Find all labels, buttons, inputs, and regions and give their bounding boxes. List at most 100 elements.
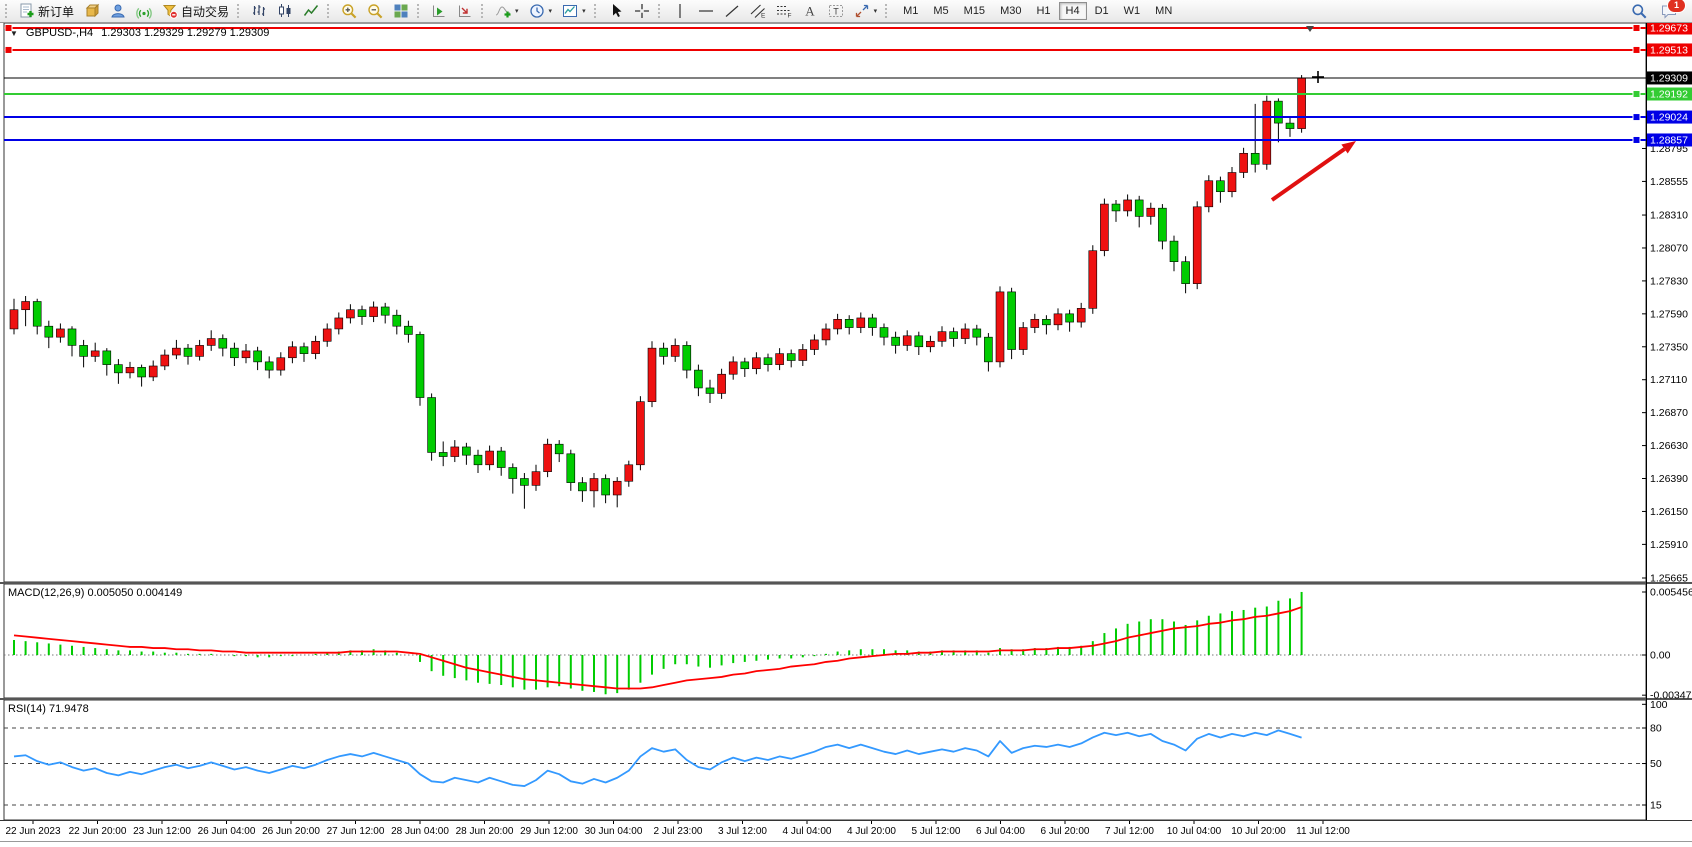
candle-body [404,325,413,335]
candle-body [1285,122,1295,129]
candle-body [264,361,274,371]
new-order-button[interactable]: 新订单 [15,1,78,21]
candle-body [670,345,680,357]
profile-button[interactable] [106,1,130,21]
red-arrow-head[interactable] [1341,141,1356,154]
time-tick-label: 3 Jul 12:00 [718,826,767,837]
candle-body [206,338,216,346]
time-tick-label: 2 Jul 23:00 [654,826,703,837]
tile-windows-button[interactable] [389,1,413,21]
candle-body [1076,308,1086,323]
timeframe-button-M15[interactable]: M15 [957,2,992,20]
templates-button[interactable]: ▾ [558,1,590,21]
candle-body [984,336,993,363]
trendline-icon [724,3,740,19]
toolbar: 新订单 自动交易 ▾ ▾ ▾ E F A T ▾ M1 M5 M15 M30 H1 H4 D1 W1 MN 1 [0,0,1692,23]
candles-chart-button[interactable] [273,1,297,21]
templates-icon [562,3,578,19]
candle-body [1158,207,1167,242]
line-handle[interactable] [1632,135,1641,144]
chart-shift-button[interactable] [427,1,451,21]
line-handle[interactable] [1632,45,1641,54]
periods-dropdown-icon[interactable]: ▾ [548,8,553,15]
red-arrow-annotation[interactable] [1270,147,1346,202]
toolbar-grip [481,4,485,18]
fibonacci-button[interactable]: F [772,1,796,21]
styles-cube-icon [84,3,100,19]
candle-body [44,325,54,338]
svg-text:E: E [761,13,766,20]
rsi-tick-label: 15 [1650,799,1662,811]
indicators-button[interactable]: ▾ [491,1,523,21]
line-handle[interactable] [1632,90,1641,99]
candle-body [32,301,42,327]
candle-body [1274,100,1283,124]
tile-windows-icon [393,3,409,19]
channel-button[interactable]: E [746,1,770,21]
timeframe-button-M30[interactable]: M30 [993,2,1028,20]
timeframe-button-M1[interactable]: M1 [896,2,925,20]
rsi-panel[interactable] [3,699,1647,821]
candle-body [1192,206,1202,284]
timeframe-button-M5[interactable]: M5 [926,2,955,20]
candle-body [90,350,100,357]
arrows-dropdown-icon[interactable]: ▾ [873,8,878,15]
line-chart-button[interactable] [299,1,323,21]
candle-body [844,319,854,328]
candle-body [1216,180,1225,193]
price-tick-label: 1.26630 [1650,440,1688,452]
candle-body [322,328,332,342]
price-tick-label: 1.28555 [1650,176,1688,188]
timeframe-button-D1[interactable]: D1 [1088,2,1116,20]
candle-body [218,338,228,349]
line-handle[interactable] [1632,24,1641,32]
timeframe-button-MN[interactable]: MN [1148,2,1179,20]
timeframe-button-H1[interactable]: H1 [1029,2,1057,20]
zoom-out-button[interactable] [363,1,387,21]
chat-button[interactable]: 1 [1657,0,1686,21]
line-handle[interactable] [4,24,13,32]
cursor-button[interactable] [604,1,628,21]
crosshair-button[interactable] [630,1,654,21]
candle-body [1146,207,1156,217]
candle-body [578,482,587,492]
chart-shift-marker[interactable] [1306,26,1314,32]
main-panel[interactable] [3,22,1647,583]
horizontal-line-button[interactable] [694,1,718,21]
candle-body [566,453,576,483]
arrows-button[interactable]: ▾ [850,1,882,21]
styles-cube-button[interactable] [80,1,104,21]
text-label-button[interactable]: T [824,1,848,21]
search-button[interactable] [1627,1,1651,21]
trendline-button[interactable] [720,1,744,21]
timeframe-button-W1[interactable]: W1 [1117,2,1148,20]
auto-trading-button[interactable]: 自动交易 [158,1,233,21]
auto-scroll-button[interactable] [453,1,477,21]
price-tag-label: 1.29309 [1650,72,1688,84]
toolbar-grip [885,4,889,18]
bars-chart-button[interactable] [247,1,271,21]
timeframe-button-H4[interactable]: H4 [1058,2,1087,20]
candle-body [1018,327,1028,350]
text-button[interactable]: A [798,1,822,21]
macd-panel[interactable] [3,583,1647,699]
price-tick-label: 1.27350 [1650,341,1688,353]
zoom-in-button[interactable] [337,1,361,21]
vertical-line-button[interactable] [668,1,692,21]
candle-body [682,345,692,371]
line-handle[interactable] [1632,113,1641,122]
bars-chart-icon [251,3,267,19]
candle-body [485,450,494,466]
time-tick-label: 29 Jun 12:00 [520,826,578,837]
time-tick-label: 11 Jul 12:00 [1296,826,1350,837]
line-handle[interactable] [4,45,13,54]
channel-icon: E [750,3,766,19]
indicators-dropdown-icon[interactable]: ▾ [515,8,519,15]
templates-dropdown-icon[interactable]: ▾ [582,8,586,15]
signals-button[interactable] [132,1,156,21]
line-chart-icon [303,3,319,19]
candle-body [369,306,378,317]
candle-body [856,317,866,328]
periods-button[interactable]: ▾ [525,1,557,21]
